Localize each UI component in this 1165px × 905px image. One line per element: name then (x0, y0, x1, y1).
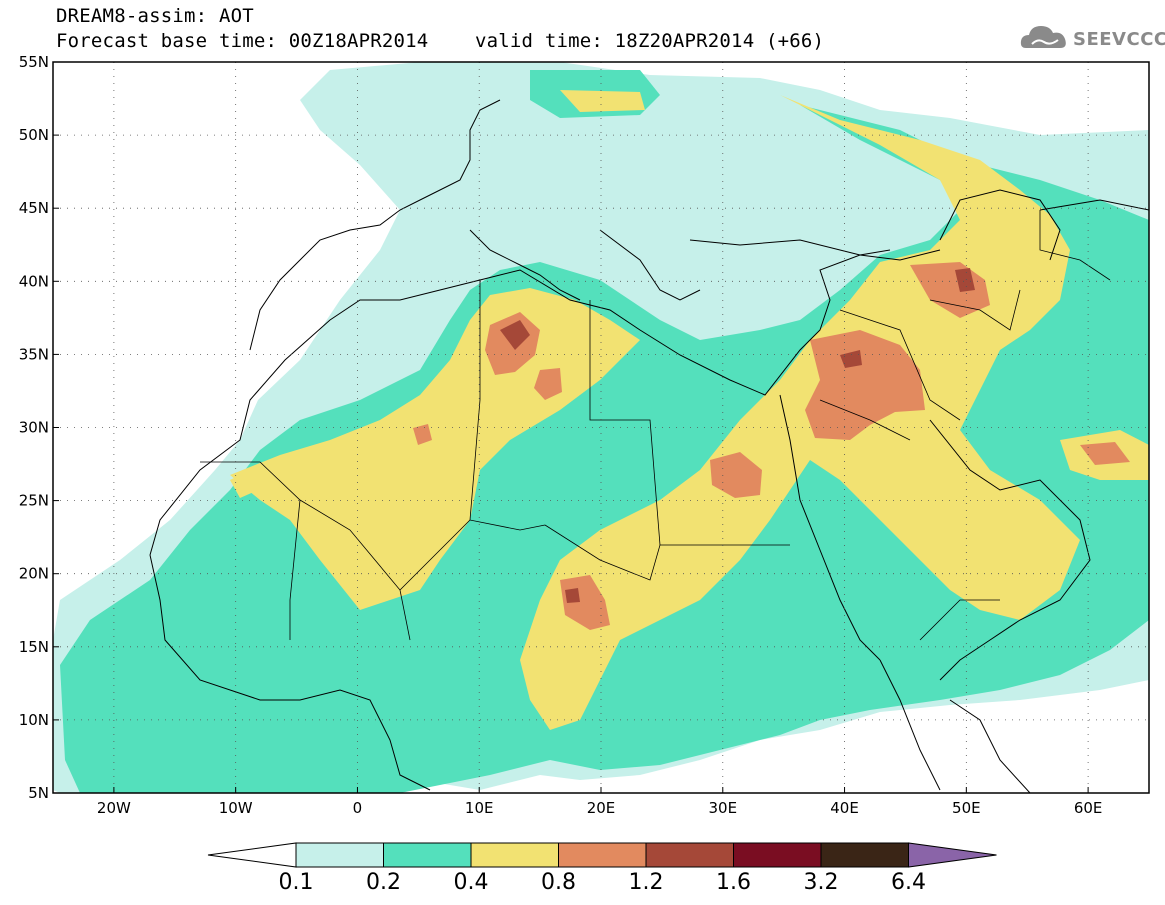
lon-tick-label: 50E (952, 799, 981, 817)
colorbar-label: 0.8 (541, 870, 576, 895)
lat-tick-label: 30N (19, 419, 49, 437)
coastlines (149, 99, 1149, 793)
lat-tick-label: 10N (19, 711, 49, 729)
aot-field (53, 62, 1149, 793)
cloud-logo-icon (1020, 26, 1066, 48)
map-title: DREAM8-assim: AOT (56, 5, 254, 27)
colorbar-label: 6.4 (891, 870, 926, 895)
forecast-time-line: Forecast base time: 00Z18APR2014 valid t… (56, 30, 825, 52)
lat-tick-label: 5N (28, 784, 49, 802)
lon-tick-label: 30E (708, 799, 737, 817)
colorbar-high-arrow (908, 842, 997, 868)
lat-tick-label: 45N (19, 199, 49, 217)
borders (200, 210, 1111, 641)
colorbar-low-arrow (207, 842, 297, 868)
logo-text: SEEVCCC (1073, 29, 1165, 50)
lat-tick-label: 25N (19, 492, 49, 510)
colorbar-segment (295, 842, 384, 868)
lat-tick-label: 50N (19, 126, 49, 144)
lat-tick-label: 40N (19, 272, 49, 290)
colorbar-label: 0.1 (278, 870, 314, 895)
lon-tick-label: 20E (587, 799, 616, 817)
lon-tick-label: 0 (353, 799, 363, 817)
colorbar-segment (383, 842, 472, 868)
colorbar-segment (645, 842, 734, 868)
colorbar-label: 1.2 (628, 870, 664, 895)
grid-lines (53, 62, 1149, 793)
lon-tick-label: 20W (97, 799, 131, 817)
colorbar-label: 3.2 (803, 870, 839, 895)
colorbar-segment (558, 842, 647, 868)
colorbar-segment (733, 842, 822, 868)
lat-tick-label: 20N (19, 565, 49, 583)
lon-tick-label: 40E (830, 799, 859, 817)
lon-tick-label: 10E (465, 799, 494, 817)
lon-tick-label: 10W (219, 799, 253, 817)
lon-tick-label: 60E (1074, 799, 1103, 817)
colorbar-segment (470, 842, 559, 868)
lat-tick-label: 35N (19, 345, 49, 363)
lat-tick-label: 15N (19, 638, 49, 656)
colorbar (207, 842, 997, 868)
colorbar-label: 1.6 (716, 870, 751, 895)
axis-labels: 20W 10W 0 10E 20E 30E 40E 50E 60E 55N 50N 45N 40N 35N… (19, 53, 1103, 817)
colorbar-label: 0.2 (366, 870, 401, 895)
lat-tick-label: 55N (19, 53, 49, 71)
seevccc-logo: SEEVCCC (1018, 20, 1165, 58)
colorbar-segment (820, 842, 909, 868)
colorbar-label: 0.4 (453, 870, 489, 895)
